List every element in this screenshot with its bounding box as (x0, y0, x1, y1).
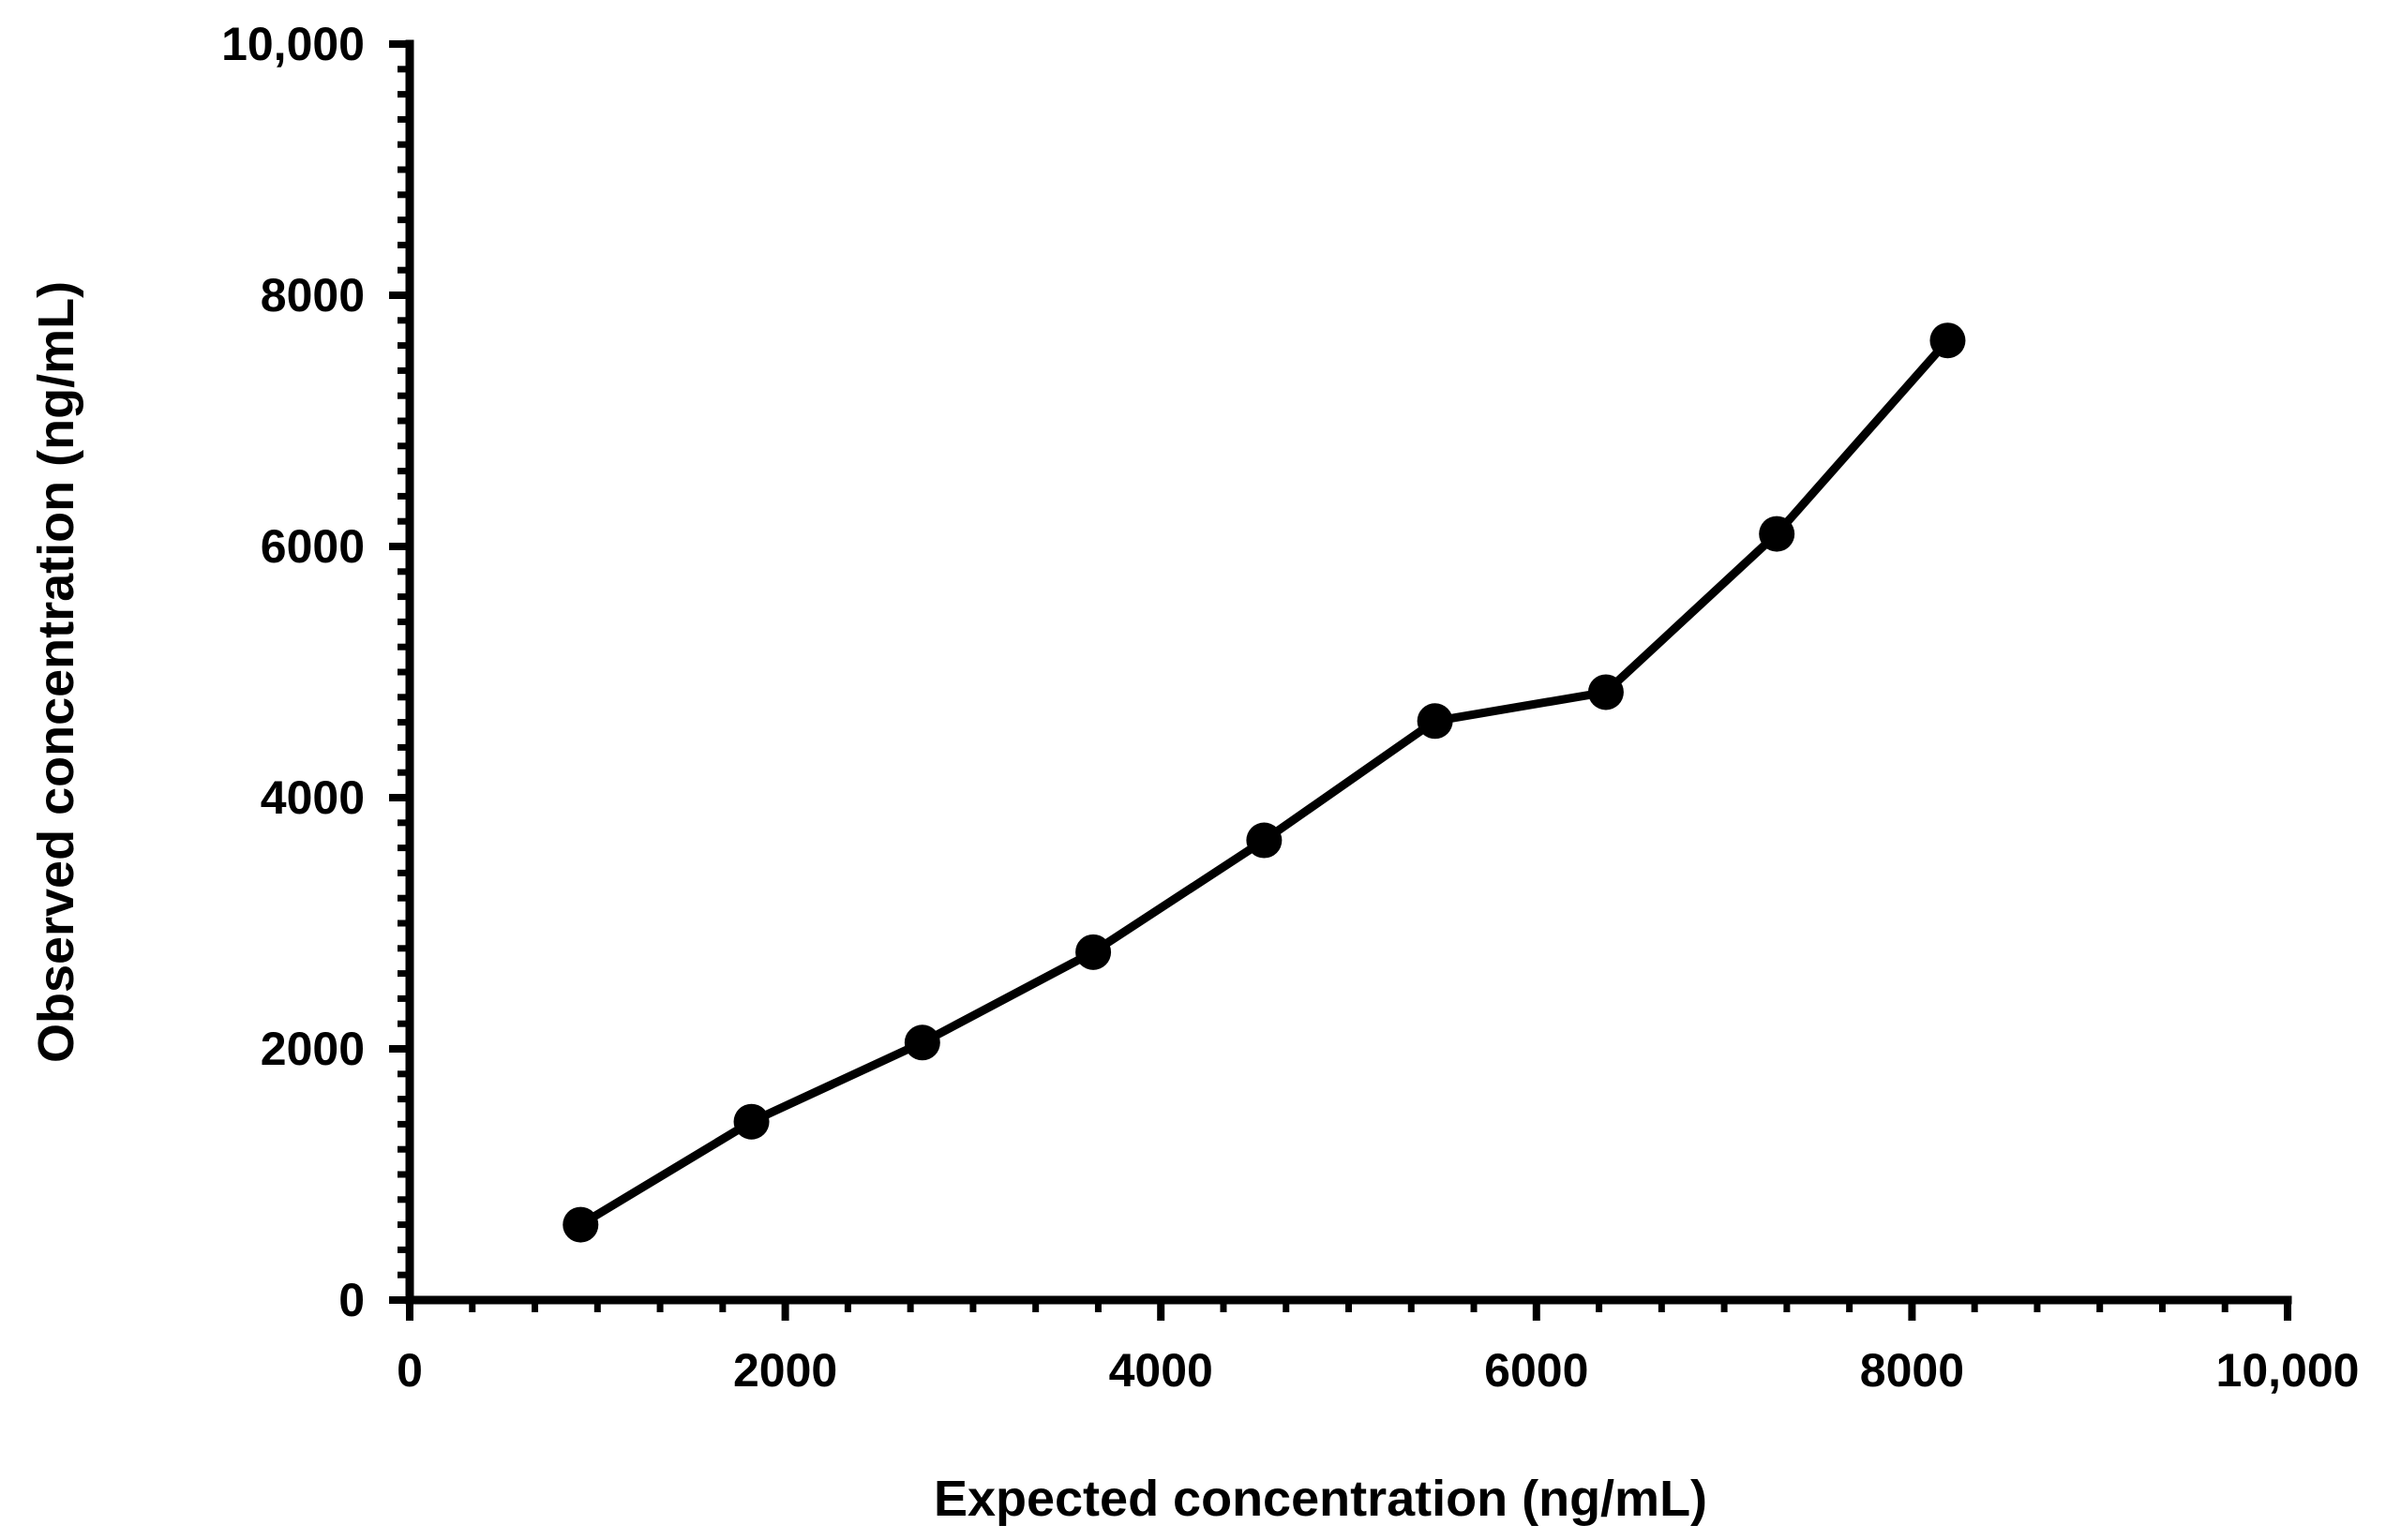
data-point (1929, 322, 1966, 359)
data-point (733, 1103, 770, 1140)
data-point (1075, 934, 1112, 970)
axes: 0 2000 4000 6000 8000 10,000 0 2000 4000 6000 800… (221, 18, 2359, 1397)
y-axis-ticks: 0 2000 4000 6000 8000 10,000 (221, 18, 410, 1326)
data-point (1417, 703, 1453, 740)
x-tick-label: 6000 (1484, 1344, 1588, 1397)
y-tick-label: 4000 (261, 771, 365, 824)
data-point (1759, 516, 1795, 552)
y-axis-title: Observed concentration (ng/mL) (28, 281, 84, 1063)
x-tick-label: 2000 (733, 1344, 837, 1397)
x-tick-label: 0 (397, 1344, 423, 1397)
data-point (1246, 822, 1283, 859)
data-series (563, 322, 1966, 1243)
data-point (904, 1024, 940, 1061)
y-tick-label: 6000 (261, 520, 365, 573)
x-tick-label: 8000 (1860, 1344, 1964, 1397)
y-tick-label: 8000 (261, 269, 365, 321)
y-tick-label: 2000 (261, 1023, 365, 1075)
x-tick-label: 10,000 (2216, 1344, 2360, 1397)
x-axis-title: Expected concentration (ng/mL) (934, 1471, 1707, 1527)
x-axis-ticks: 0 2000 4000 6000 8000 10,000 (397, 1300, 2359, 1397)
x-tick-label: 4000 (1109, 1344, 1213, 1397)
data-point (1587, 674, 1624, 710)
data-point (563, 1206, 599, 1243)
y-tick-label: 10,000 (221, 18, 365, 70)
series-line (576, 336, 1952, 1230)
y-tick-label: 0 (338, 1274, 365, 1326)
